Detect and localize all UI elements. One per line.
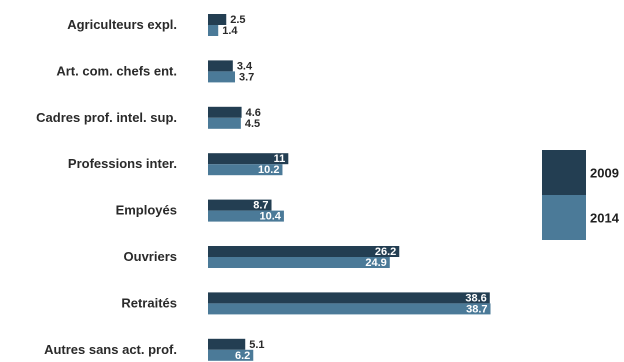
value-label: 4.5 [245,118,260,130]
value-label: 38.7 [466,303,487,315]
bar-2014 [208,117,241,129]
category-labels: Agriculteurs expl. Art. com. chefs ent. Ca… [36,17,177,357]
legend-label: 2009 [590,166,619,181]
bar-2009 [208,14,227,25]
value-label: 8.7 [253,200,268,212]
bar-2014 [208,303,491,315]
bar-2014 [208,71,236,83]
value-label: 5.1 [249,339,264,351]
bar-2014 [208,164,283,176]
value-label: 4.6 [246,107,261,119]
bar-2009 [208,338,246,350]
bar-2009 [208,106,242,118]
category-label: Art. com. chefs ent. [56,63,177,78]
category-label: Cadres prof. intel. sup. [36,110,177,125]
bar-2009 [208,60,233,72]
category-label: Employés [116,203,177,218]
value-label: 10.4 [259,211,281,223]
legend-label: 2014 [590,211,620,226]
legend-swatch-2014 [542,195,586,240]
bar-2009 [208,199,272,211]
bar-2014 [208,257,390,268]
value-label: 6.2 [235,350,250,362]
bar-2009 [208,153,289,165]
bar-2014 [208,210,284,222]
bar-2009 [208,292,490,304]
category-label: Autres sans act. prof. [44,342,177,357]
value-label: 26.2 [375,246,396,258]
value-label: 1.4 [222,25,238,37]
legend: 2009 2014 [542,150,620,240]
category-label: Retraités [121,295,177,310]
value-label: 38.6 [465,292,486,304]
value-label: 2.5 [230,14,245,26]
bar-2014 [208,349,254,361]
value-label: 3.4 [237,60,253,72]
bar-2009 [208,246,400,257]
category-label: Professions inter. [68,156,177,171]
category-label: Agriculteurs expl. [67,17,177,32]
value-label: 3.7 [239,71,254,83]
category-label: Ouvriers [124,249,177,264]
value-label: 10.2 [258,164,279,176]
legend-swatch-2009 [542,150,586,195]
value-label: 24.9 [365,257,386,269]
bar-2014 [208,25,219,36]
value-label: 11 [274,153,286,165]
bars [208,14,491,361]
